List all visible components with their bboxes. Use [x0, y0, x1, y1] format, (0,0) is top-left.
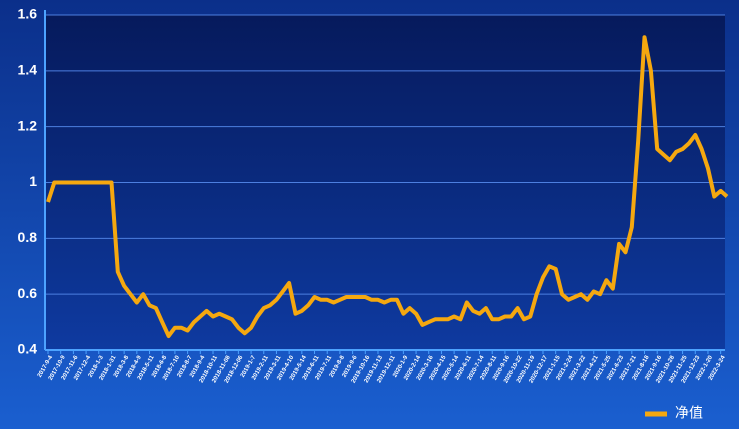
legend-label: 净值: [675, 405, 703, 421]
y-tick-label: 1.2: [18, 117, 38, 133]
y-tick-label: 1.4: [18, 62, 38, 78]
line: [46, 35, 729, 338]
y-tick-label: 0.6: [18, 285, 38, 301]
y-tick-label: 1: [29, 173, 37, 189]
y-tick-label: 0.8: [18, 229, 38, 245]
y-tick-label: 0.4: [18, 341, 38, 357]
y-tick-label: 1.6: [18, 6, 38, 22]
